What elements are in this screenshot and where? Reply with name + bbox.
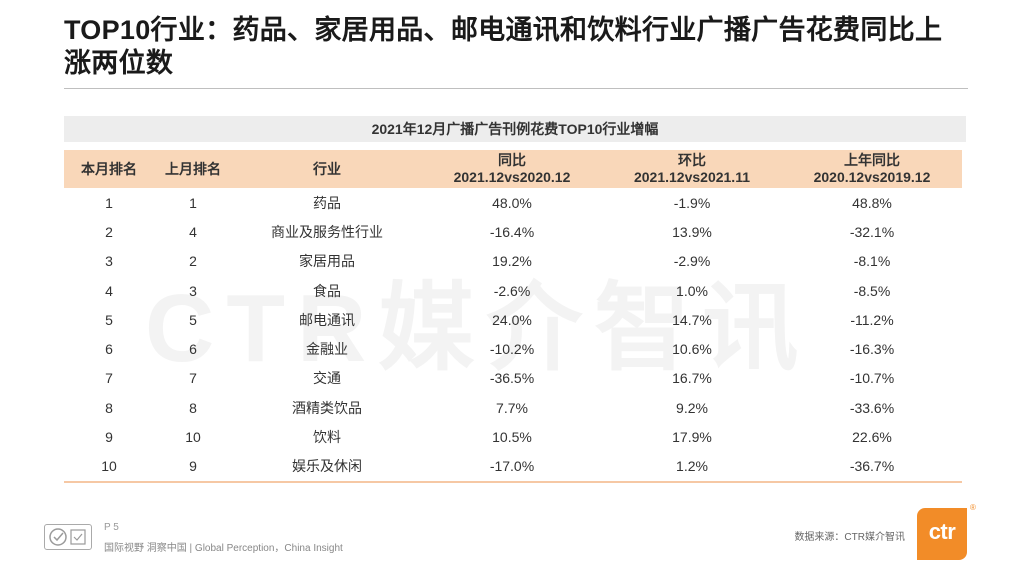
- industry-growth-table: 本月排名 上月排名 行业 同比 2021.12vs2020.12 环比 2021…: [64, 150, 962, 483]
- cell-industry: 金融业: [306, 341, 348, 358]
- cell-last-year: -16.3%: [849, 341, 895, 358]
- table-row: 2 4 商业及服务性行业 -16.4% 13.9% -32.1%: [64, 217, 962, 246]
- cell-current-rank: 7: [105, 370, 113, 387]
- cell-previous-rank: 9: [154, 451, 232, 483]
- cell-yoy: -2.6%: [493, 282, 531, 299]
- cell-yoy: -10.2%: [489, 341, 535, 358]
- header-last-year-period: 2020.12vs2019.12: [813, 169, 931, 185]
- cell-yoy: -17.0%: [422, 451, 602, 483]
- cell-previous-rank: 5: [189, 311, 197, 328]
- cell-yoy: -36.5%: [489, 370, 535, 387]
- cell-mom: 14.7%: [672, 311, 712, 328]
- page-number: P 5: [104, 522, 119, 533]
- certification-logo-icon: [44, 524, 92, 550]
- cell-current-rank: 5: [105, 311, 113, 328]
- cell-industry: 交通: [313, 370, 341, 387]
- cell-industry: 家居用品: [299, 253, 355, 270]
- cell-previous-rank: 8: [189, 399, 197, 416]
- cell-previous-rank: 3: [189, 282, 197, 299]
- cell-mom: 17.9%: [672, 429, 712, 446]
- cell-industry: 药品: [313, 194, 341, 211]
- cell-industry: 食品: [313, 282, 341, 299]
- cell-yoy: 48.0%: [492, 194, 532, 211]
- table-caption: 2021年12月广播广告刊例花费TOP10行业增幅: [64, 116, 966, 142]
- cell-yoy: 7.7%: [496, 399, 528, 416]
- cell-previous-rank: 10: [185, 429, 201, 446]
- cell-current-rank: 4: [105, 282, 113, 299]
- cell-industry: 邮电通讯: [299, 311, 355, 328]
- table-row: 9 10 饮料 10.5% 17.9% 22.6%: [64, 422, 962, 451]
- table-header-row: 本月排名 上月排名 行业 同比 2021.12vs2020.12 环比 2021…: [64, 150, 962, 188]
- cell-industry: 酒精类饮品: [292, 399, 362, 416]
- table-row: 4 3 食品 -2.6% 1.0% -8.5%: [64, 276, 962, 305]
- cell-current-rank: 9: [105, 429, 113, 446]
- cell-mom: 10.6%: [672, 341, 712, 358]
- cell-last-year: -8.1%: [853, 253, 891, 270]
- page-title: TOP10行业：药品、家居用品、邮电通讯和饮料行业广播广告花费同比上涨两位数: [64, 15, 943, 78]
- table-row: 8 8 酒精类饮品 7.7% 9.2% -33.6%: [64, 393, 962, 422]
- cell-yoy: -16.4%: [489, 223, 535, 240]
- cell-mom: 13.9%: [672, 223, 712, 240]
- table-row: 7 7 交通 -36.5% 16.7% -10.7%: [64, 364, 962, 393]
- cell-industry: 娱乐及休闲: [232, 451, 422, 483]
- table-row: 1 1 药品 48.0% -1.9% 48.8%: [64, 188, 962, 217]
- cell-last-year: -10.7%: [849, 370, 895, 387]
- cell-industry: 商业及服务性行业: [271, 223, 383, 240]
- cell-last-year: 22.6%: [852, 429, 892, 446]
- table-row: 5 5 邮电通讯 24.0% 14.7% -11.2%: [64, 305, 962, 334]
- cell-yoy: 19.2%: [492, 253, 532, 270]
- data-source: 数据来源：CTR媒介智讯: [794, 532, 905, 543]
- cell-last-year: -8.5%: [853, 282, 891, 299]
- cell-last-year: -32.1%: [849, 223, 895, 240]
- cell-mom: 9.2%: [676, 399, 708, 416]
- header-mom-period: 2021.12vs2021.11: [633, 169, 750, 185]
- header-previous-rank: 上月排名: [154, 150, 232, 188]
- header-last-year-title: 上年同比: [844, 152, 900, 168]
- ctr-logo: ctr: [917, 508, 967, 560]
- cell-current-rank: 1: [105, 194, 113, 211]
- cell-previous-rank: 6: [189, 341, 197, 358]
- title-divider: [64, 88, 968, 89]
- cell-yoy: 10.5%: [492, 429, 532, 446]
- table-row: 3 2 家居用品 19.2% -2.9% -8.1%: [64, 247, 962, 276]
- cell-current-rank: 8: [105, 399, 113, 416]
- header-yoy-period: 2021.12vs2020.12: [453, 169, 571, 185]
- header-mom: 环比 2021.12vs2021.11: [602, 150, 782, 188]
- cell-previous-rank: 4: [189, 223, 197, 240]
- cell-previous-rank: 2: [189, 253, 197, 270]
- cell-last-year: -33.6%: [849, 399, 895, 416]
- cell-last-year: -36.7%: [782, 451, 962, 483]
- header-current-rank: 本月排名: [64, 150, 154, 188]
- cell-current-rank: 2: [105, 223, 113, 240]
- cell-current-rank: 3: [105, 253, 113, 270]
- cell-last-year: -11.2%: [850, 311, 894, 328]
- header-mom-title: 环比: [678, 152, 706, 168]
- cell-current-rank: 10: [64, 451, 154, 483]
- cell-previous-rank: 1: [189, 194, 197, 211]
- registered-mark: ®: [970, 503, 976, 512]
- header-yoy-title: 同比: [498, 152, 526, 168]
- cell-mom: 16.7%: [672, 370, 712, 387]
- header-industry: 行业: [232, 150, 422, 188]
- cell-mom: 1.0%: [676, 282, 708, 299]
- header-yoy: 同比 2021.12vs2020.12: [422, 150, 602, 188]
- cell-yoy: 24.0%: [492, 311, 532, 328]
- table-row: 10 9 娱乐及休闲 -17.0% 1.2% -36.7%: [64, 451, 962, 483]
- cell-industry: 饮料: [313, 429, 341, 446]
- cell-mom: -2.9%: [673, 253, 711, 270]
- cell-mom: -1.9%: [673, 194, 711, 211]
- cell-last-year: 48.8%: [852, 194, 892, 211]
- footer-slogan: 国际视野 洞察中国 | Global Perception，China Insi…: [104, 543, 343, 554]
- cell-mom: 1.2%: [602, 451, 782, 483]
- header-last-year: 上年同比 2020.12vs2019.12: [782, 150, 962, 188]
- cell-current-rank: 6: [105, 341, 113, 358]
- table-row: 6 6 金融业 -10.2% 10.6% -16.3%: [64, 334, 962, 363]
- cell-previous-rank: 7: [189, 370, 197, 387]
